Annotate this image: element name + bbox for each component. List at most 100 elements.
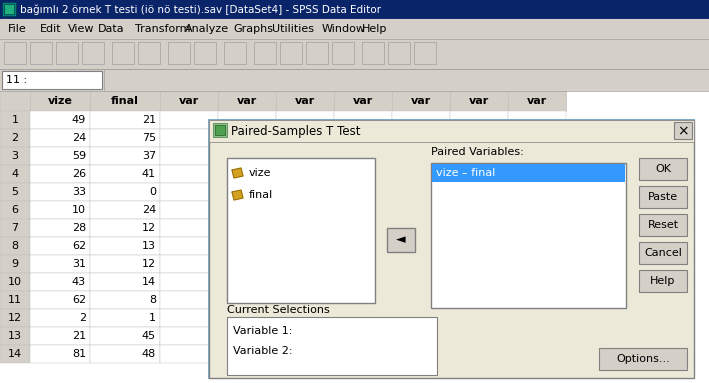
Bar bbox=[0, 273, 30, 291]
Text: vize – final: vize – final bbox=[436, 168, 496, 178]
Text: var: var bbox=[295, 96, 315, 106]
Text: Window: Window bbox=[322, 24, 366, 34]
Text: Analyze: Analyze bbox=[185, 24, 229, 34]
Text: bağımlı 2 örnek T testi (iö nö testi).sav [DataSet4] - SPSS Data Editor: bağımlı 2 örnek T testi (iö nö testi).sa… bbox=[20, 5, 381, 15]
Text: 41: 41 bbox=[142, 169, 156, 179]
Bar bbox=[160, 237, 218, 255]
Text: final: final bbox=[249, 190, 273, 200]
Bar bbox=[508, 91, 566, 111]
Bar bbox=[90, 129, 160, 147]
Text: Current Selections: Current Selections bbox=[227, 305, 330, 315]
Text: Reset: Reset bbox=[647, 220, 679, 230]
Text: var: var bbox=[237, 96, 257, 106]
Bar bbox=[508, 201, 566, 219]
Bar bbox=[90, 147, 160, 165]
Bar bbox=[0, 111, 30, 129]
Bar bbox=[30, 91, 90, 111]
Text: 24: 24 bbox=[72, 133, 86, 143]
Bar bbox=[160, 91, 218, 111]
Bar bbox=[276, 129, 334, 147]
Bar bbox=[334, 255, 392, 273]
Bar bbox=[0, 147, 30, 165]
Text: 10: 10 bbox=[72, 205, 86, 215]
Bar bbox=[227, 158, 375, 303]
Bar bbox=[276, 237, 334, 255]
Bar bbox=[432, 164, 625, 182]
Bar bbox=[334, 165, 392, 183]
Bar bbox=[508, 147, 566, 165]
Text: 43: 43 bbox=[72, 277, 86, 287]
Text: 81: 81 bbox=[72, 349, 86, 359]
Text: Help: Help bbox=[362, 24, 387, 34]
Bar bbox=[2, 2, 16, 16]
Bar bbox=[90, 165, 160, 183]
Bar bbox=[639, 270, 687, 292]
Bar bbox=[0, 255, 30, 273]
Bar bbox=[82, 42, 104, 64]
Bar bbox=[30, 111, 90, 129]
Bar bbox=[218, 111, 276, 129]
Text: ◄: ◄ bbox=[396, 234, 406, 247]
Bar bbox=[392, 129, 450, 147]
Bar bbox=[508, 219, 566, 237]
Bar bbox=[276, 327, 334, 345]
Bar bbox=[0, 69, 709, 91]
Bar bbox=[508, 183, 566, 201]
Bar bbox=[450, 255, 508, 273]
Text: var: var bbox=[469, 96, 489, 106]
Text: Paired-Samples T Test: Paired-Samples T Test bbox=[231, 124, 360, 137]
Bar bbox=[334, 273, 392, 291]
Text: 9: 9 bbox=[11, 259, 18, 269]
Bar bbox=[218, 219, 276, 237]
Text: Options...: Options... bbox=[616, 354, 670, 364]
Bar bbox=[508, 165, 566, 183]
Bar bbox=[160, 327, 218, 345]
Bar bbox=[639, 158, 687, 180]
Bar bbox=[276, 255, 334, 273]
Bar bbox=[334, 327, 392, 345]
Bar bbox=[194, 42, 216, 64]
Bar bbox=[218, 183, 276, 201]
Bar bbox=[334, 291, 392, 309]
Bar bbox=[0, 345, 30, 363]
Text: 21: 21 bbox=[142, 115, 156, 125]
Bar bbox=[276, 201, 334, 219]
Text: 2: 2 bbox=[79, 313, 86, 323]
Bar bbox=[160, 255, 218, 273]
Text: 6: 6 bbox=[11, 205, 18, 215]
Bar bbox=[450, 111, 508, 129]
Bar bbox=[4, 42, 26, 64]
Text: var: var bbox=[179, 96, 199, 106]
Text: final: final bbox=[111, 96, 139, 106]
Bar bbox=[224, 42, 246, 64]
Text: 13: 13 bbox=[8, 331, 22, 341]
Text: 48: 48 bbox=[142, 349, 156, 359]
Text: 8: 8 bbox=[11, 241, 18, 251]
Bar bbox=[90, 201, 160, 219]
Text: Paired Variables:: Paired Variables: bbox=[431, 147, 524, 157]
Bar bbox=[306, 42, 328, 64]
Bar bbox=[90, 309, 160, 327]
Text: 62: 62 bbox=[72, 295, 86, 305]
Bar bbox=[0, 91, 709, 383]
Text: Edit: Edit bbox=[40, 24, 62, 34]
Text: 45: 45 bbox=[142, 331, 156, 341]
Bar bbox=[218, 273, 276, 291]
Bar bbox=[276, 147, 334, 165]
Bar bbox=[414, 42, 436, 64]
Bar bbox=[218, 201, 276, 219]
Bar bbox=[30, 219, 90, 237]
Bar bbox=[639, 186, 687, 208]
Text: View: View bbox=[68, 24, 94, 34]
Bar bbox=[392, 309, 450, 327]
Text: 49: 49 bbox=[72, 115, 86, 125]
Bar bbox=[276, 91, 334, 111]
Bar bbox=[508, 327, 566, 345]
Bar bbox=[4, 4, 14, 14]
Bar bbox=[0, 327, 30, 345]
Bar bbox=[30, 255, 90, 273]
Bar bbox=[0, 39, 709, 69]
Bar bbox=[209, 120, 694, 142]
Text: 75: 75 bbox=[142, 133, 156, 143]
Bar bbox=[450, 273, 508, 291]
